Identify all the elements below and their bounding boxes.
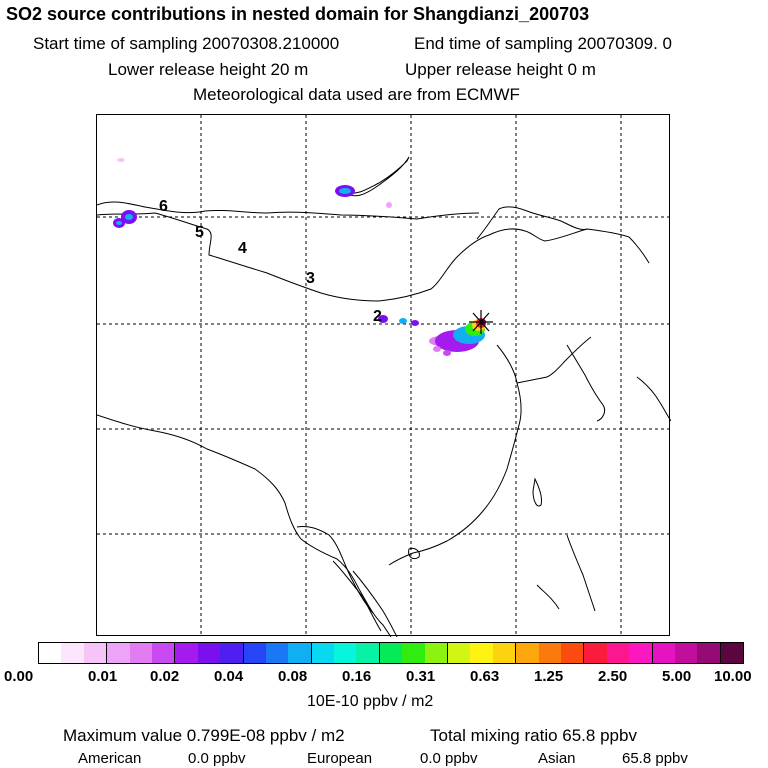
map-canvas: 6 5 4 3 2 xyxy=(97,115,671,637)
sampling-end: End time of sampling 20070309. 0 xyxy=(414,34,673,53)
lower-release-height: Lower release height 20 m xyxy=(108,60,309,79)
colorbar-tick: 5.00 xyxy=(662,668,692,685)
total-mixing-ratio: Total mixing ratio 65.8 ppbv xyxy=(430,726,637,745)
region-name-american: American xyxy=(78,750,142,767)
maximum-value: Maximum value 0.799E-08 ppbv / m2 xyxy=(63,726,345,745)
colorbar-tick: 10.00 xyxy=(714,668,752,685)
colorbar-segment xyxy=(402,643,425,663)
colorbar-unit: 10E-10 ppbv / m2 xyxy=(307,693,434,710)
colorbar-segment xyxy=(606,643,630,663)
colorbar-segment xyxy=(516,643,539,663)
colorbar-segment xyxy=(356,643,380,663)
track-label-4: 4 xyxy=(238,240,247,257)
colorbar-segment xyxy=(470,643,493,663)
upper-release-height: Upper release height 0 m xyxy=(405,60,596,79)
region-value-american: 0.0 ppbv xyxy=(188,750,246,767)
colorbar-segment xyxy=(220,643,244,663)
colorbar-segment xyxy=(107,643,130,663)
colorbar-tick: 0.16 xyxy=(342,668,372,685)
colorbar-tick: 0.00 xyxy=(4,668,34,685)
colorbar-tick: 0.01 xyxy=(88,668,118,685)
colorbar xyxy=(38,642,744,664)
colorbar-segment xyxy=(652,643,675,663)
region-value-asian: 65.8 ppbv xyxy=(622,750,688,767)
colorbar-segment xyxy=(379,643,403,663)
colorbar-segment xyxy=(697,643,721,663)
colorbar-segment xyxy=(584,643,607,663)
colorbar-segment xyxy=(674,643,698,663)
colorbar-tick: 0.02 xyxy=(150,668,180,685)
track-label-6: 6 xyxy=(159,198,168,215)
map-panel: 6 5 4 3 2 xyxy=(96,114,671,637)
region-value-european: 0.0 ppbv xyxy=(420,750,478,767)
colorbar-segment xyxy=(129,643,152,663)
colorbar-segment xyxy=(83,643,108,663)
track-label-2: 2 xyxy=(373,308,382,325)
colorbar-segment xyxy=(288,643,312,663)
plot-title: SO2 source contributions in nested domai… xyxy=(6,4,590,24)
colorbar-segment xyxy=(39,643,62,663)
colorbar-segment xyxy=(538,643,561,663)
colorbar-segment xyxy=(61,643,84,663)
region-name-asian: Asian xyxy=(538,750,576,767)
colorbar-segment xyxy=(311,643,335,663)
colorbar-segment xyxy=(560,643,585,663)
colorbar-segment xyxy=(265,643,289,663)
colorbar-segment xyxy=(720,643,744,663)
colorbar-segment xyxy=(151,643,176,663)
concentration-field xyxy=(113,158,486,356)
colorbar-segment xyxy=(629,643,653,663)
graticule xyxy=(97,115,671,637)
track-label-3: 3 xyxy=(306,270,315,287)
colorbar-tick: 2.50 xyxy=(598,668,628,685)
met-data-source: Meteorological data used are from ECMWF xyxy=(193,85,520,104)
coastlines xyxy=(97,156,671,637)
colorbar-segment xyxy=(424,643,449,663)
colorbar-segment xyxy=(448,643,471,663)
colorbar-segment xyxy=(175,643,198,663)
colorbar-segment xyxy=(334,643,357,663)
colorbar-segment xyxy=(243,643,266,663)
colorbar-tick: 0.08 xyxy=(278,668,308,685)
colorbar-tick: 0.04 xyxy=(214,668,244,685)
track-label-5: 5 xyxy=(195,224,204,241)
receptor-star-marker xyxy=(469,310,493,334)
sampling-start: Start time of sampling 20070308.210000 xyxy=(33,34,340,53)
colorbar-segment xyxy=(197,643,221,663)
colorbar-segment xyxy=(492,643,517,663)
colorbar-tick: 0.31 xyxy=(406,668,436,685)
region-name-european: European xyxy=(307,750,373,767)
colorbar-tick: 1.25 xyxy=(534,668,564,685)
colorbar-tick: 0.63 xyxy=(470,668,500,685)
